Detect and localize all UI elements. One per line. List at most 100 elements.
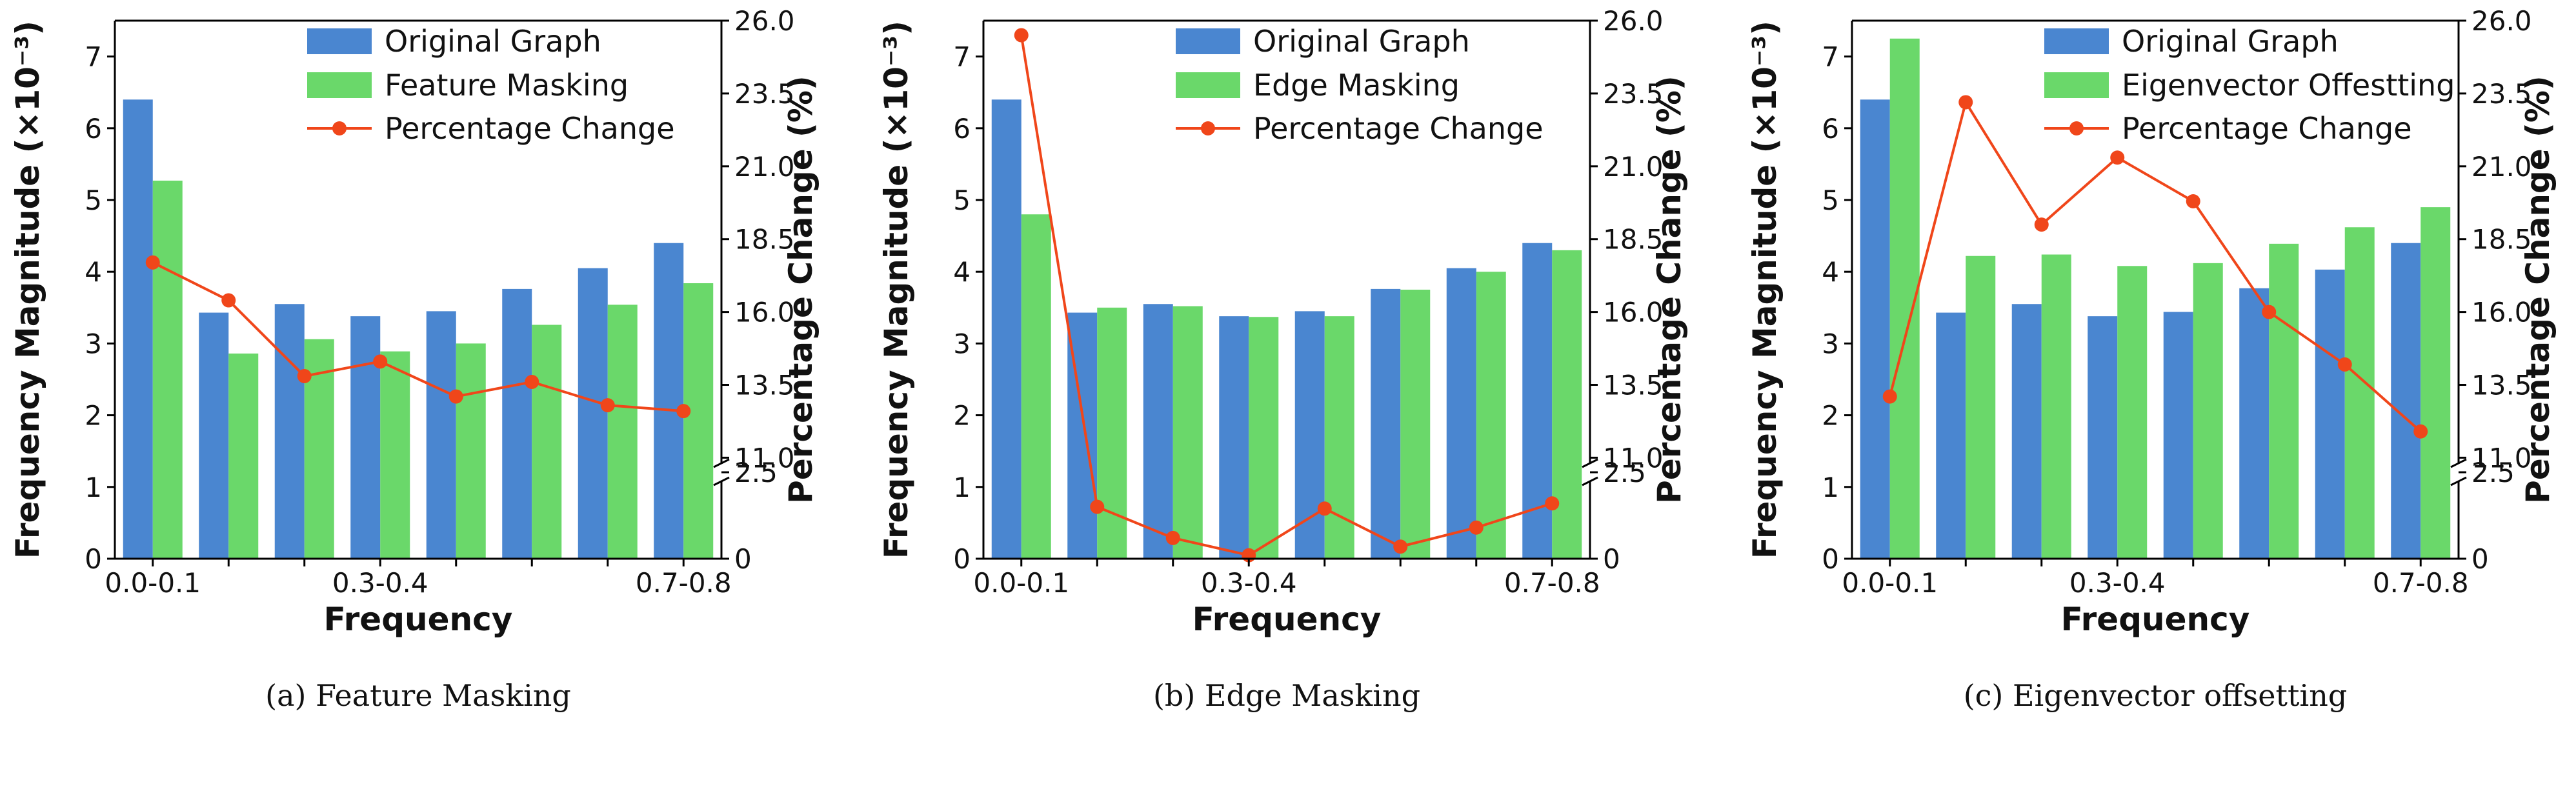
marker-percentage-change-1 <box>1882 389 1897 404</box>
y2-tick-label: 0 <box>2471 543 2489 575</box>
marker-percentage-change-7 <box>2337 357 2352 372</box>
legend-swatch <box>307 72 372 98</box>
bar-original-graph-8 <box>2391 243 2421 559</box>
bar-eigenvector-offestting-4 <box>2117 266 2148 559</box>
marker-percentage-change-6 <box>1393 539 1408 554</box>
marker-percentage-change-8 <box>676 404 691 419</box>
y-tick-label: 0 <box>85 543 102 575</box>
y-tick-label: 3 <box>1822 328 1839 359</box>
bar-original-graph-7 <box>578 268 608 559</box>
y2-tick-label: 0 <box>1603 543 1620 575</box>
y-tick-label: 0 <box>953 543 971 575</box>
legend-label: Original Graph <box>385 24 601 59</box>
bar-original-graph-7 <box>2315 269 2345 559</box>
bar-edge-masking-8 <box>1552 250 1582 559</box>
marker-percentage-change-2 <box>221 293 236 308</box>
panel-caption: (a) Feature Masking <box>265 678 571 713</box>
y2-tick-label: 23.5 <box>734 78 795 110</box>
bar-feature-masking-1 <box>152 180 183 559</box>
marker-percentage-change-6 <box>2262 305 2277 319</box>
bar-feature-masking-2 <box>228 353 259 559</box>
bar-original-graph-4 <box>350 316 381 559</box>
y-tick-label: 3 <box>85 328 102 359</box>
y2-tick-label: 11.0 <box>734 442 795 474</box>
bar-eigenvector-offestting-5 <box>2193 263 2223 559</box>
chart-panel-1: 0 1 2 3 4 5 6 7 0 2.511.0 13.5 16.0 18.5 21.0 23.5 26.0… <box>9 5 820 713</box>
y-tick-label: 6 <box>85 113 102 145</box>
y2-tick-label: 16.0 <box>1603 297 1664 328</box>
marker-percentage-change-3 <box>297 368 312 383</box>
chart-panel-2: 0 1 2 3 4 5 6 7 0 2.511.0 13.5 16.0 18.5 21.0 23.5 26.0… <box>878 5 1688 713</box>
y2-tick-label: 13.5 <box>2471 370 2532 401</box>
y2-tick-label: 2.5 <box>1603 457 1646 488</box>
legend-marker <box>332 121 347 135</box>
panel-caption: (b) Edge Masking <box>1153 678 1420 713</box>
bar-eigenvector-offestting-7 <box>2344 227 2375 559</box>
bar-feature-masking-7 <box>607 305 638 559</box>
legend-swatch <box>2044 72 2109 98</box>
y-axis-title: Frequency Magnitude (×10⁻³) <box>9 21 46 559</box>
chart-panel-3: 0 1 2 3 4 5 6 7 0 2.511.0 13.5 16.0 18.5 21.0 23.5 26.0… <box>1746 5 2557 713</box>
y2-tick-label: 21.0 <box>2471 151 2532 183</box>
legend-label: Percentage Change <box>2122 111 2412 146</box>
legend-label: Percentage Change <box>1253 111 1544 146</box>
bar-original-graph-4 <box>2088 316 2118 559</box>
bar-feature-masking-6 <box>532 325 562 559</box>
marker-percentage-change-4 <box>2110 150 2125 165</box>
y-tick-label: 2 <box>1822 400 1839 432</box>
bar-original-graph-5 <box>2163 312 2193 559</box>
bar-original-graph-6 <box>1371 288 1401 559</box>
y-tick-label: 7 <box>85 41 102 73</box>
y2-tick-label: 11.0 <box>2471 442 2532 474</box>
y2-tick-label: 2.5 <box>734 457 778 488</box>
y-tick-label: 1 <box>85 472 102 503</box>
bar-original-graph-2 <box>1936 312 1966 559</box>
marker-percentage-change-3 <box>2034 217 2049 232</box>
axis-break-mark <box>1582 476 1598 486</box>
legend-label: Feature Masking <box>385 68 629 103</box>
y-tick-label: 6 <box>1822 113 1839 145</box>
bar-eigenvector-offestting-2 <box>1966 255 1996 559</box>
bar-edge-masking-2 <box>1097 307 1127 559</box>
legend-label: Percentage Change <box>385 111 675 146</box>
bar-edge-masking-6 <box>1400 290 1431 559</box>
marker-percentage-change-3 <box>1165 530 1180 545</box>
bar-edge-masking-3 <box>1172 306 1203 559</box>
bar-edge-masking-4 <box>1249 317 1279 559</box>
bar-feature-masking-8 <box>683 283 714 559</box>
y2-tick-label: 26.0 <box>734 5 795 37</box>
bar-edge-masking-5 <box>1324 316 1354 559</box>
y-axis-title: Frequency Magnitude (×10⁻³) <box>1746 21 1784 559</box>
y2-tick-label: 18.5 <box>2471 224 2532 255</box>
line-percentage-change <box>1020 35 1553 557</box>
bar-original-graph-2 <box>199 312 229 559</box>
marker-percentage-change-7 <box>1469 520 1484 535</box>
legend-label: Edge Masking <box>1253 68 1460 103</box>
legend-marker <box>1201 121 1215 135</box>
y2-axis-title: Percentage Change (%) <box>782 75 820 504</box>
y-tick-label: 4 <box>953 256 971 288</box>
y2-tick-label: 23.5 <box>1603 78 1664 110</box>
x-tick-label: 0.3-0.4 <box>2069 567 2166 599</box>
bar-original-graph-1 <box>123 99 153 559</box>
y-tick-label: 4 <box>85 256 102 288</box>
bar-original-graph-3 <box>2011 304 2042 559</box>
y-tick-label: 3 <box>953 328 971 359</box>
y-tick-label: 7 <box>953 41 971 73</box>
bar-original-graph-7 <box>1446 268 1476 559</box>
legend-label: Original Graph <box>1253 24 1470 59</box>
legend-label: Original Graph <box>2122 24 2339 59</box>
bar-original-graph-5 <box>1294 311 1325 559</box>
legend-swatch <box>2044 28 2109 54</box>
bar-eigenvector-offestting-6 <box>2269 243 2299 559</box>
marker-percentage-change-8 <box>1545 496 1560 511</box>
bar-eigenvector-offestting-8 <box>2420 207 2451 559</box>
axis-break-mark <box>713 476 730 486</box>
y2-tick-label: 21.0 <box>734 151 795 183</box>
y-tick-label: 2 <box>953 400 971 432</box>
y2-tick-label: 13.5 <box>734 370 795 401</box>
panel-caption: (c) Eigenvector offsetting <box>1964 678 2348 713</box>
y2-tick-label: 23.5 <box>2471 78 2532 110</box>
bar-original-graph-6 <box>2239 288 2269 559</box>
marker-percentage-change-5 <box>2186 194 2200 208</box>
